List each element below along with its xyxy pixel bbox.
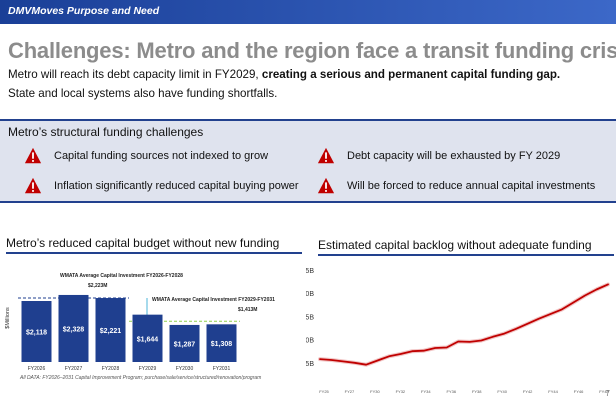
right-section-underline: [318, 254, 614, 256]
challenge-text: Debt capacity will be exhausted by FY 20…: [347, 150, 561, 162]
warning-icon: [317, 147, 335, 164]
challenge-text: Will be forced to reduce annual capital …: [347, 180, 596, 192]
x-tick-label: FY32: [396, 389, 406, 394]
x-tick-label: FY2029: [139, 366, 157, 372]
annotation-value: $2,223M: [88, 283, 107, 289]
y-tick-label: $5B: [306, 361, 314, 368]
challenge-text: Capital funding sources not indexed to g…: [54, 150, 269, 162]
annotation-label: WMATA Average Capital Investment FY2026-…: [60, 273, 183, 279]
footnote: All DATA: FY2026–2031 Capital Improvemen…: [20, 375, 262, 381]
x-tick-label: FY40: [497, 389, 507, 394]
x-tick-label: FY42: [523, 389, 533, 394]
bar-value-label: $1,644: [137, 336, 159, 343]
annotation-label: WMATA Average Capital Investment FY2029-…: [152, 297, 275, 303]
x-tick-label: FY44: [548, 389, 558, 394]
x-tick-label: FY2030: [176, 366, 194, 372]
x-tick-label: FY38: [472, 389, 482, 394]
series-line-glow: [318, 282, 610, 367]
y-tick-label: $25B: [306, 268, 314, 275]
x-tick-label: FY2026: [28, 366, 46, 372]
bar: [206, 324, 237, 362]
subtitle-bold: creating a serious and permanent capital…: [261, 68, 561, 81]
slide-title: Challenges: Metro and the region face a …: [8, 38, 616, 63]
subtitle-part1: Metro will reach its debt capacity limit…: [8, 68, 262, 81]
x-tick-label: FY2028: [102, 366, 120, 372]
bar: [132, 314, 163, 362]
challenge-item: Will be forced to reduce annual capital …: [317, 177, 595, 195]
bar: [58, 294, 89, 362]
challenges-box: Metro’s structural funding challenges Ca…: [0, 119, 616, 203]
x-tick-label: FY48: [599, 389, 609, 394]
header-bar: DMVMoves Purpose and Need: [0, 0, 616, 24]
bar: [21, 301, 52, 362]
header-label: DMVMoves Purpose and Need: [8, 5, 160, 17]
y-axis-label: $Millions: [5, 307, 11, 329]
warning-icon: [24, 177, 42, 194]
bar: [95, 298, 126, 362]
left-section-underline: [6, 252, 302, 254]
slide-subtitle: Metro will reach its debt capacity limit…: [8, 65, 608, 103]
right-section-title: Estimated capital backlog without adequa…: [318, 238, 592, 252]
x-tick-label: FY25: [319, 389, 329, 394]
x-tick-label: FY34: [421, 389, 431, 394]
challenges-title: Metro’s structural funding challenges: [8, 125, 204, 139]
subtitle-line2: State and local systems also have fundin…: [8, 87, 278, 100]
capital-budget-bar-chart: $Millions $2,118 FY2026 $2,328 FY2027 $2,221 F…: [5, 273, 275, 372]
y-tick-label: $15B: [306, 314, 314, 321]
series-line: [319, 283, 609, 366]
x-tick-label: FY2031: [213, 366, 231, 372]
annotation-value: $1,413M: [238, 307, 257, 313]
x-tick-label: FY30: [370, 389, 380, 394]
x-tick-label: FY46: [574, 389, 584, 394]
challenge-item: Capital funding sources not indexed to g…: [24, 147, 268, 165]
challenge-item: Inflation significantly reduced capital …: [24, 177, 299, 195]
bar-value-label: $2,118: [26, 330, 47, 337]
x-tick-label: FY27: [345, 389, 355, 394]
warning-icon: [24, 147, 42, 164]
y-tick-label: $20B: [306, 291, 314, 298]
left-section-title: Metro’s reduced capital budget without n…: [6, 236, 280, 250]
bar-value-label: $2,328: [63, 326, 85, 333]
bar-value-label: $1,308: [211, 341, 233, 348]
challenge-text: Inflation significantly reduced capital …: [54, 180, 299, 192]
capital-backlog-line-chart: $5B $10B $15B $20B $25B FY25 FY27 FY30 FY32 FY34 F…: [306, 268, 610, 394]
x-tick-label: FY36: [446, 389, 456, 394]
bar: [169, 324, 200, 362]
y-tick-label: $10B: [306, 338, 314, 345]
bar-value-label: $1,287: [174, 341, 196, 348]
challenge-item: Debt capacity will be exhausted by FY 20…: [317, 147, 560, 165]
page-number: 7: [605, 389, 610, 398]
x-tick-label: FY2027: [65, 366, 83, 372]
warning-icon: [317, 177, 335, 194]
bar-value-label: $2,221: [100, 328, 122, 335]
